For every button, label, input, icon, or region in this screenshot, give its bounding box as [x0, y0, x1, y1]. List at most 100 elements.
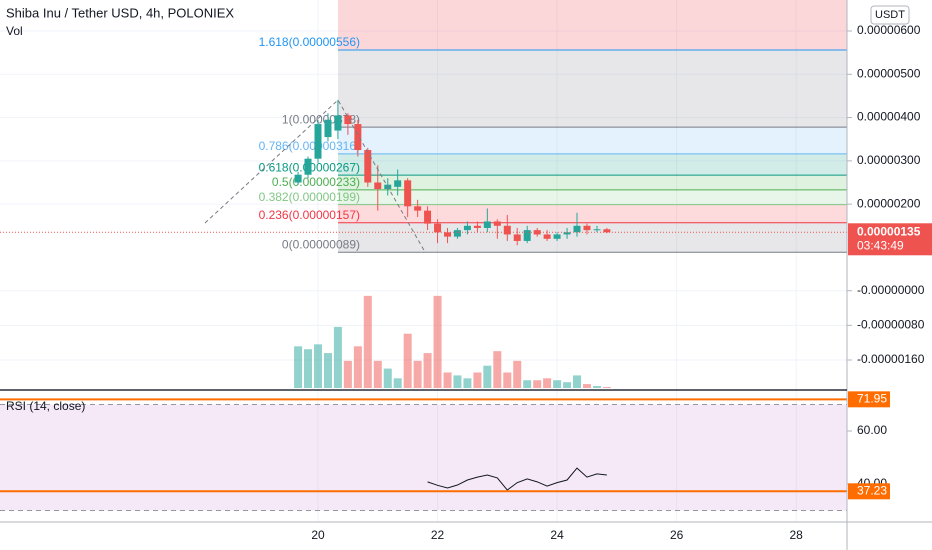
volume-bar [413, 360, 422, 388]
rsi-label: RSI (14, close) [6, 399, 85, 413]
volume-bar [573, 375, 582, 388]
candle-body [344, 115, 352, 125]
candle-body [493, 221, 501, 226]
volume-bar [543, 378, 552, 388]
candle-body [294, 174, 302, 183]
y-tick-label: 60.00 [857, 423, 887, 437]
volume-bar [323, 353, 332, 388]
fib-zone [338, 222, 847, 253]
rsi-hline-box [848, 483, 890, 500]
candle-body [603, 229, 611, 233]
y-tick-label: -0.00000080 [857, 318, 925, 332]
volume-bar [453, 375, 462, 388]
volume-bar [503, 372, 512, 388]
candle-body [424, 210, 432, 224]
volume-bar [373, 360, 382, 388]
candle-body [354, 124, 362, 151]
rsi-line [427, 467, 607, 491]
candle-body [583, 225, 591, 231]
candle-body [483, 221, 491, 228]
candle-body [563, 232, 571, 235]
rsi-hline-label: 37.23 [857, 483, 887, 497]
fib-zone [338, 204, 847, 223]
x-tick-label: 26 [670, 528, 684, 542]
y-tick-label: 0.00000300 [857, 153, 921, 167]
candle-body [394, 180, 402, 187]
y-tick-label: 0.00000400 [857, 110, 921, 124]
y-tick-label: 0.00000600 [857, 23, 921, 37]
last-price-box [848, 223, 932, 256]
fib-trend-line [204, 99, 426, 253]
volume-bar [304, 349, 313, 388]
volume-bar [493, 351, 502, 388]
y-tick-label: 0.00000500 [857, 66, 921, 80]
candle-body [324, 119, 332, 138]
volume-bar [433, 295, 442, 388]
volume-bar [602, 387, 611, 388]
fib-label: 0.382(0.00000199) [259, 190, 360, 204]
x-tick-label: 22 [431, 528, 445, 542]
candle-body [374, 182, 382, 190]
volume-bar [313, 344, 322, 388]
rsi-band [0, 404, 847, 511]
rsi-hline-label: 71.95 [857, 392, 887, 406]
volume-bar [353, 346, 362, 388]
fib-label: 0.5(0.00000233) [272, 175, 360, 189]
fib-label: 0.786(0.00000316) [259, 139, 360, 153]
y-tick-label: 0.00000200 [857, 196, 921, 210]
currency-button[interactable] [870, 5, 910, 25]
volume-bar [563, 382, 572, 388]
volume-bar [363, 295, 372, 388]
fib-zone [338, 127, 847, 154]
candle-body [543, 234, 551, 239]
volume-bar [423, 353, 432, 388]
volume-bar [473, 372, 482, 388]
volume-label: Vol [6, 24, 23, 38]
volume-bar [513, 360, 522, 388]
candle-body [523, 230, 531, 241]
candle-body [414, 206, 422, 211]
fib-zone [338, 0, 847, 51]
candle-body [404, 180, 412, 207]
fib-label: 0.236(0.00000157) [259, 208, 360, 222]
volume-bar [523, 380, 532, 388]
x-tick-label: 20 [311, 528, 325, 542]
y-tick-label: -0.00000160 [857, 352, 925, 366]
volume-bar [582, 384, 591, 388]
last-price-label: 0.00000135 [857, 224, 921, 238]
candle-body [364, 150, 372, 183]
fib-label: 1.618(0.00000556) [259, 35, 360, 49]
candle-body [334, 115, 342, 131]
candle-body [513, 234, 521, 241]
candle-body [444, 232, 452, 237]
volume-bar [294, 346, 303, 388]
x-tick-label: 24 [550, 528, 564, 542]
currency-label[interactable]: USDT [875, 9, 905, 21]
candle-body [463, 225, 471, 231]
volume-bar [592, 386, 601, 388]
volume-bar [553, 380, 562, 388]
volume-bar [383, 368, 392, 388]
x-tick-label: 28 [790, 528, 804, 542]
candle-body [434, 223, 442, 233]
candle-body [453, 230, 461, 237]
fib-zone [338, 50, 847, 128]
y-tick-label: -0.00000000 [857, 283, 925, 297]
volume-bar [343, 360, 352, 388]
volume-bar [393, 378, 402, 388]
candle-body [503, 225, 511, 235]
fib-zone [338, 189, 847, 205]
candle-body [553, 234, 561, 239]
fib-zone [338, 153, 847, 176]
countdown: 03:43:49 [857, 238, 904, 252]
candle-body [304, 158, 312, 175]
fib-label: 0(0.00000089) [282, 237, 360, 251]
symbol-title: Shiba Inu / Tether USD, 4h, POLONIEX [6, 5, 234, 20]
fib-zone [338, 175, 847, 190]
volume-bar [483, 365, 492, 388]
candle-body [314, 124, 322, 159]
volume-bar [333, 326, 342, 388]
volume-bar [443, 372, 452, 388]
